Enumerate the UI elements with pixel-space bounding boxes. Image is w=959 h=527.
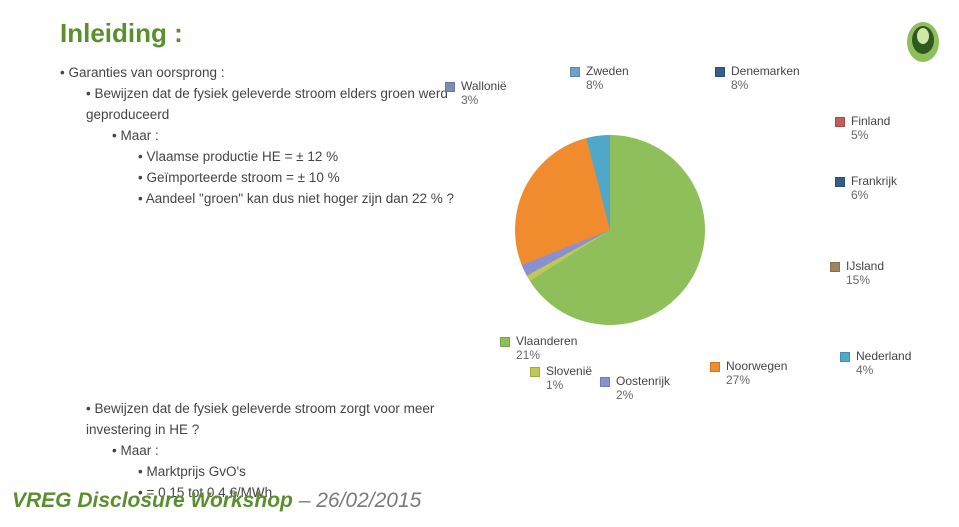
pie-label: Zweden8% [570, 65, 629, 93]
legend-swatch [530, 367, 540, 377]
legend-swatch [445, 82, 455, 92]
pie-label: Denemarken8% [715, 65, 800, 93]
legend-text: Slovenië1% [546, 365, 592, 393]
pie-label: Vlaanderen21% [500, 335, 577, 363]
legend-swatch [570, 67, 580, 77]
legend-swatch [830, 262, 840, 272]
content-area: Garanties van oorsprong : Bewijzen dat d… [60, 63, 929, 504]
legend-swatch [835, 177, 845, 187]
slide-footer: VREG Disclosure Workshop – 26/02/2015 [12, 489, 421, 513]
legend-swatch [715, 67, 725, 77]
pie-label: Oostenrijk2% [600, 375, 670, 403]
legend-text: Denemarken8% [731, 65, 800, 93]
footer-date: – 26/02/2015 [293, 489, 421, 512]
bullet-text: Bewijzen dat de fysiek geleverde stroom … [86, 401, 434, 437]
legend-swatch [840, 352, 850, 362]
brand-logo [905, 12, 941, 62]
bullet-text: Maar : [120, 443, 158, 458]
legend-swatch [710, 362, 720, 372]
legend-text: Finland5% [851, 115, 890, 143]
legend-text: Vlaanderen21% [516, 335, 577, 363]
bullet-text: Maar : [120, 128, 158, 143]
pie-label: Nederland4% [840, 350, 911, 378]
legend-text: Oostenrijk2% [616, 375, 670, 403]
pie-label: IJsland15% [830, 260, 884, 288]
pie-label: Wallonië3% [445, 80, 507, 108]
page-title: Inleiding : [60, 18, 929, 49]
logo-icon [905, 12, 941, 62]
footer-title: VREG Disclosure Workshop [12, 489, 293, 512]
legend-swatch [835, 117, 845, 127]
legend-swatch [600, 377, 610, 387]
bullet-text: Garanties van oorsprong : [68, 65, 224, 80]
legend-text: Noorwegen27% [726, 360, 787, 388]
legend-text: Zweden8% [586, 65, 629, 93]
legend-text: Frankrijk6% [851, 175, 897, 203]
pie-chart: Vlaanderen21%Slovenië1%Oostenrijk2%Noorw… [385, 55, 925, 395]
legend-text: Nederland4% [856, 350, 911, 378]
slide: Inleiding : Garanties van oorsprong : Be… [0, 0, 959, 527]
legend-swatch [500, 337, 510, 347]
bullet-l4: Marktprijs GvO's [138, 462, 455, 483]
pie-label: Finland5% [835, 115, 890, 143]
pie-label: Frankrijk6% [835, 175, 897, 203]
chart-area: Vlaanderen21%Slovenië1%Oostenrijk2%Noorw… [385, 55, 925, 395]
pie-label: Noorwegen27% [710, 360, 787, 388]
pie-label: Slovenië1% [530, 365, 592, 393]
legend-text: IJsland15% [846, 260, 884, 288]
pie [515, 135, 705, 325]
legend-text: Wallonië3% [461, 80, 507, 108]
